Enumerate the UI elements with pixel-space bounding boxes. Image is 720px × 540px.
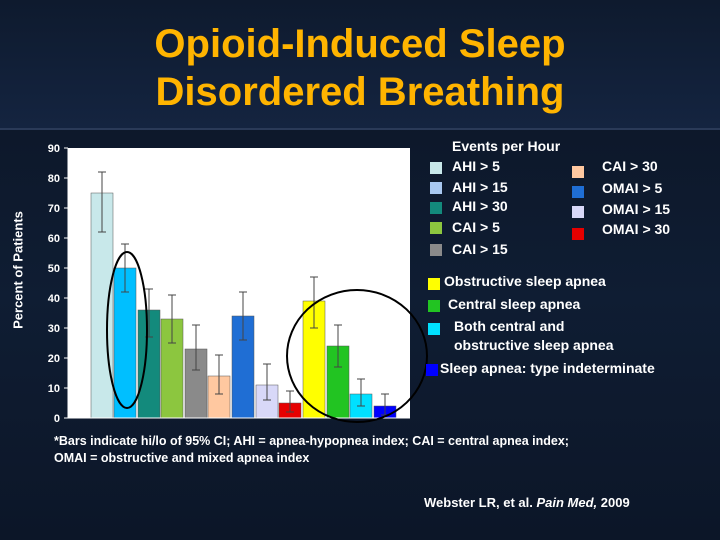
y-axis-label: Percent of Patients: [10, 211, 26, 329]
legend-label-omai-15: OMAI > 15: [602, 201, 671, 217]
legend-swatch-indeterminate: [426, 364, 438, 376]
y-axis-label-wrap: Percent of Patients: [8, 150, 28, 390]
y-tick-label: 20: [48, 353, 60, 365]
y-tick-label: 80: [48, 173, 60, 185]
y-tick-label: 30: [48, 323, 60, 335]
footnote: *Bars indicate hi/lo of 95% CI; AHI = ap…: [54, 433, 654, 467]
y-tick-label: 10: [48, 383, 60, 395]
legend-label-cai-15: CAI > 15: [452, 241, 508, 257]
legend-swatch-omai-15: [572, 206, 584, 218]
highlight-ellipse-right: [286, 289, 428, 423]
asterisk-annotation: *: [100, 155, 107, 172]
legend-label-omai-30: OMAI > 30: [602, 221, 671, 237]
y-tick-label: 0: [54, 413, 60, 425]
legend-label-both-1: Both central and: [454, 318, 565, 334]
y-tick-label: 60: [48, 233, 60, 245]
citation-year: 2009: [597, 495, 630, 510]
legend-swatch-omai-30: [572, 228, 584, 240]
legend-label-ahi-15: AHI > 15: [452, 179, 508, 195]
legend-label-ahi-5: AHI > 5: [452, 158, 500, 174]
legend-label-ahi-30: AHI > 30: [452, 198, 508, 214]
legend-label-both-2: obstructive sleep apnea: [454, 337, 614, 353]
legend-label-central: Central sleep apnea: [448, 296, 581, 312]
legend-swatch-both: [428, 323, 440, 335]
legend-label-obstructive: Obstructive sleep apnea: [444, 273, 606, 289]
citation-authors: Webster LR, et al.: [424, 495, 537, 510]
title-band: [0, 0, 720, 130]
legend-swatch-cai-5: [430, 222, 442, 234]
legend-label-omai-5: OMAI > 5: [602, 180, 663, 196]
legend-label-cai-5: CAI > 5: [452, 219, 500, 235]
legend-swatch-omai-5: [572, 186, 584, 198]
footnote-line-2: OMAI = obstructive and mixed apnea index: [54, 451, 310, 465]
y-tick-label: 40: [48, 293, 60, 305]
legend-label-indeterminate: Sleep apnea: type indeterminate: [440, 360, 655, 376]
slide-title: Opioid-Induced Sleep Disordered Breathin…: [0, 20, 720, 116]
title-line-2: Disordered Breathing: [155, 70, 565, 114]
y-tick-label: 50: [48, 263, 60, 275]
y-tick-label: 70: [48, 203, 60, 215]
legend-swatch-ahi-30: [430, 202, 442, 214]
citation: Webster LR, et al. Pain Med, 2009: [424, 495, 630, 510]
y-tick-label: 90: [48, 143, 60, 155]
sample-size-label: n = 140: [244, 213, 289, 228]
legend-swatch-ahi-5: [430, 162, 442, 174]
title-line-1: Opioid-Induced Sleep: [154, 22, 566, 66]
legend-swatch-obstructive: [428, 278, 440, 290]
citation-journal: Pain Med,: [536, 495, 598, 510]
legend-swatch-central: [428, 300, 440, 312]
legend-swatch-ahi-15: [430, 182, 442, 194]
legend-swatch-cai-30: [572, 166, 584, 178]
highlight-ellipse-left: [106, 251, 148, 409]
legend-events-title: Events per Hour: [452, 138, 561, 154]
legend-label-cai-30: CAI > 30: [602, 158, 658, 174]
legend-swatch-cai-15: [430, 244, 442, 256]
footnote-line-1: *Bars indicate hi/lo of 95% CI; AHI = ap…: [54, 434, 569, 448]
